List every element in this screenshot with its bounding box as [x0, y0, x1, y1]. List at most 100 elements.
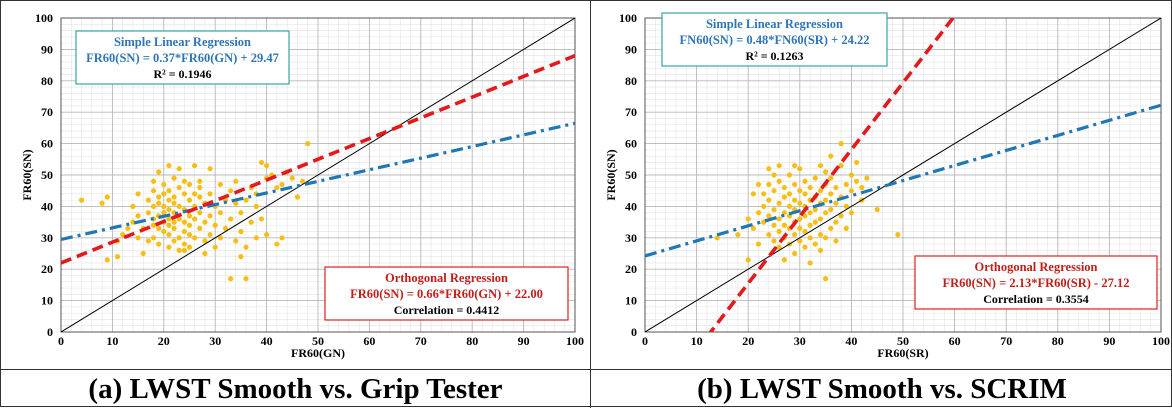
- data-point: [776, 244, 782, 250]
- data-point: [228, 216, 234, 222]
- data-point: [771, 222, 777, 228]
- data-point: [186, 181, 193, 188]
- data-point: [828, 153, 834, 159]
- orthogonal-line: [708, 18, 956, 332]
- data-point: [171, 194, 177, 200]
- data-point: [176, 235, 182, 241]
- slr-title: Simple Linear Regression: [706, 17, 843, 31]
- data-point: [817, 162, 824, 169]
- data-point: [156, 200, 162, 206]
- y-tick-label: 70: [41, 105, 53, 119]
- data-point: [766, 181, 772, 188]
- data-point: [135, 213, 141, 219]
- data-point: [135, 235, 141, 241]
- ortho-box: [324, 266, 569, 321]
- data-point: [264, 232, 270, 238]
- data-point: [797, 188, 803, 194]
- data-point: [843, 203, 849, 209]
- data-point: [212, 244, 218, 250]
- identity-line: [645, 18, 1161, 332]
- data-point: [823, 276, 829, 282]
- data-point: [817, 188, 824, 194]
- data-point: [156, 194, 162, 200]
- data-point: [853, 178, 860, 184]
- ortho-stat: Correlation = 0.4412: [394, 303, 500, 317]
- data-point: [294, 194, 301, 200]
- data-point: [176, 203, 182, 209]
- data-point: [197, 225, 203, 231]
- data-point: [161, 203, 167, 209]
- data-point: [166, 206, 172, 213]
- y-tick-label: 50: [625, 168, 637, 182]
- ortho-title: Orthogonal Regression: [974, 260, 1097, 274]
- data-point: [802, 244, 808, 250]
- data-point: [161, 228, 167, 235]
- data-point: [181, 247, 187, 253]
- plot-border: [644, 17, 1162, 333]
- x-tick-label: 100: [1152, 334, 1170, 348]
- data-point: [156, 169, 162, 175]
- data-point: [150, 203, 157, 209]
- data-point: [125, 225, 131, 231]
- y-axis-label: FR60(SN): [604, 149, 618, 200]
- data-point: [181, 241, 187, 247]
- data-point: [781, 222, 787, 228]
- data-point: [776, 178, 782, 184]
- data-point: [843, 225, 849, 231]
- data-point: [792, 250, 798, 257]
- data-point: [197, 184, 203, 191]
- data-point: [745, 216, 751, 222]
- slr-stat: R² = 0.1946: [153, 67, 211, 81]
- data-point: [253, 235, 259, 241]
- y-tick-label: 10: [625, 294, 637, 308]
- data-point: [823, 197, 829, 203]
- data-point: [833, 200, 839, 206]
- data-point: [228, 188, 234, 194]
- data-point: [186, 232, 193, 238]
- data-point: [833, 219, 839, 225]
- data-point: [171, 225, 177, 231]
- data-point: [192, 216, 198, 222]
- data-point: [771, 172, 777, 178]
- data-point: [197, 194, 203, 200]
- data-point: [135, 191, 141, 197]
- data-point: [171, 175, 177, 181]
- x-tick-label: 90: [1103, 334, 1115, 348]
- data-point: [161, 181, 167, 188]
- y-tick-label: 0: [631, 325, 637, 339]
- data-point: [176, 247, 182, 253]
- y-tick-label: 90: [625, 42, 637, 56]
- data-point: [222, 225, 229, 231]
- y-tick-label: 40: [41, 199, 53, 213]
- data-point: [745, 257, 751, 263]
- data-point: [812, 241, 818, 247]
- data-point: [166, 216, 172, 222]
- data-point: [238, 228, 244, 235]
- x-tick-label: 20: [742, 334, 754, 348]
- data-point: [171, 219, 177, 225]
- data-point: [895, 232, 901, 238]
- data-point: [217, 235, 223, 241]
- data-point: [750, 191, 756, 197]
- data-point: [766, 197, 772, 203]
- data-point: [797, 166, 803, 172]
- data-point: [202, 219, 208, 225]
- data-point: [299, 178, 306, 184]
- data-point: [279, 235, 285, 241]
- data-point: [807, 184, 813, 191]
- panel-b: 0 10 20 30 40 50 60 70 80 90 100 0 10 20 30 40 50 60 70 80 9…: [591, 1, 1172, 408]
- data-point: [264, 162, 270, 169]
- data-point: [156, 225, 162, 231]
- data-point: [176, 166, 182, 172]
- data-point: [807, 210, 813, 216]
- data-point: [848, 188, 854, 194]
- data-point: [755, 181, 762, 188]
- data-point: [166, 232, 172, 238]
- data-point: [212, 222, 218, 228]
- data-point: [833, 238, 839, 244]
- data-point: [786, 172, 793, 178]
- data-point: [802, 191, 808, 197]
- data-point: [755, 210, 762, 216]
- y-tick-label: 30: [625, 231, 637, 245]
- ortho-equation: FR60(SN) = 2.13*FR60(SR) - 27.12: [943, 276, 1130, 290]
